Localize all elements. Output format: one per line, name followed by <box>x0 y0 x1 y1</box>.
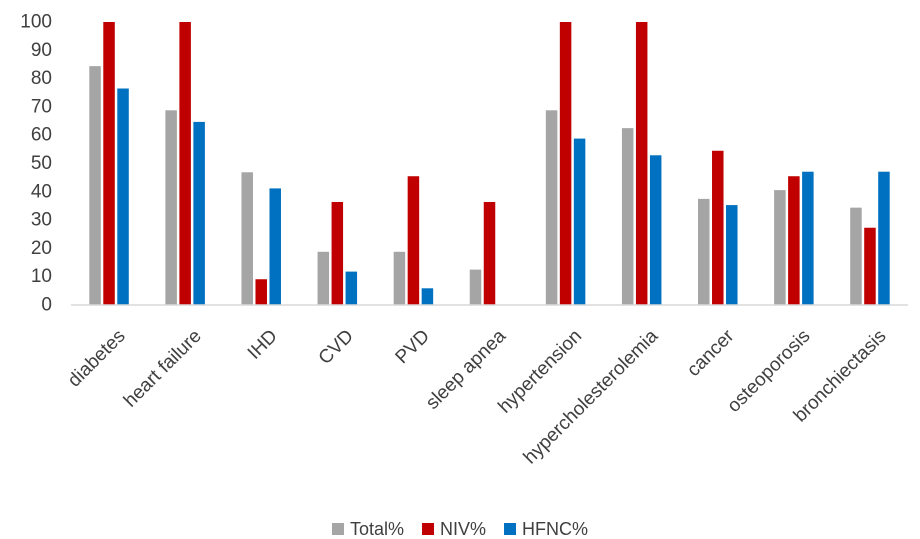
y-tick-label: 60 <box>31 125 52 146</box>
bar-hfnc-hypercholesterolemia <box>649 155 662 305</box>
bar-hfnc-diabetes <box>117 88 129 305</box>
bar-hfnc-cancer <box>726 205 738 305</box>
bar-hfnc-hypertension <box>573 138 586 305</box>
bars-group <box>89 22 890 306</box>
legend-swatch <box>504 523 517 535</box>
bar-hfnc-heart-failure <box>193 121 205 305</box>
bar-niv-bronchiectasis <box>864 227 876 305</box>
bar-hfnc-bronchiectasis <box>878 171 890 305</box>
bar-total-bronchiectasis <box>850 207 862 305</box>
bar-niv-sleep-apnea <box>483 201 496 305</box>
x-tick-label: cancer <box>683 325 739 381</box>
legend-item: HFNC% <box>504 519 588 539</box>
legend-label: NIV% <box>440 519 486 539</box>
bar-niv-hypercholesterolemia <box>635 22 648 305</box>
bar-hfnc-cvd <box>345 271 358 305</box>
bar-niv-heart-failure <box>179 22 191 305</box>
bar-total-hypertension <box>545 110 558 306</box>
y-tick-label: 10 <box>31 266 52 287</box>
x-tick-label: CVD <box>315 326 358 369</box>
legend-label: HFNC% <box>522 519 588 539</box>
bar-total-heart-failure <box>165 110 177 306</box>
bar-total-cvd <box>317 251 330 305</box>
y-tick-label: 80 <box>31 68 52 89</box>
x-tick-label: IHD <box>244 326 282 364</box>
legend-item: NIV% <box>422 519 486 539</box>
legend-swatch <box>331 523 344 535</box>
y-tick-label: 100 <box>20 12 52 33</box>
y-tick-label: 70 <box>31 96 52 117</box>
x-tick-label: heart failure <box>120 326 206 412</box>
bar-total-ihd <box>241 172 253 305</box>
bar-hfnc-ihd <box>269 188 281 305</box>
x-tick-label: diabetes <box>64 326 130 392</box>
bar-niv-osteoporosis <box>788 176 800 305</box>
y-tick-label: 30 <box>31 210 52 231</box>
bar-hfnc-pvd <box>421 288 434 305</box>
bar-total-sleep-apnea <box>469 269 482 305</box>
y-tick-label: 50 <box>31 153 52 174</box>
bar-total-osteoporosis <box>774 190 786 305</box>
y-axis: 0 10 20 30 40 50 60 70 80 90 100 <box>20 12 52 316</box>
legend-label: Total% <box>350 519 404 539</box>
bar-total-pvd <box>393 251 406 305</box>
bar-niv-hypertension <box>559 22 572 305</box>
bar-niv-diabetes <box>103 22 115 305</box>
legend: Total% NIV% HFNC% <box>331 519 588 539</box>
legend-item: Total% <box>331 519 404 539</box>
bar-niv-pvd <box>407 176 420 305</box>
bar-niv-cancer <box>712 150 724 305</box>
y-tick-label: 40 <box>31 181 52 202</box>
legend-swatch <box>422 523 435 535</box>
y-tick-label: 20 <box>31 238 52 259</box>
bar-total-hypercholesterolemia <box>621 128 634 305</box>
bar-niv-cvd <box>331 201 344 305</box>
bar-total-diabetes <box>89 66 101 305</box>
y-tick-label: 0 <box>41 295 52 316</box>
x-tick-label: hypercholesterolemia <box>520 325 663 468</box>
x-tick-label: PVD <box>392 326 434 368</box>
bar-hfnc-osteoporosis <box>802 171 814 305</box>
bar-niv-ihd <box>255 279 267 305</box>
y-tick-label: 90 <box>31 40 52 61</box>
bar-total-cancer <box>698 198 710 305</box>
